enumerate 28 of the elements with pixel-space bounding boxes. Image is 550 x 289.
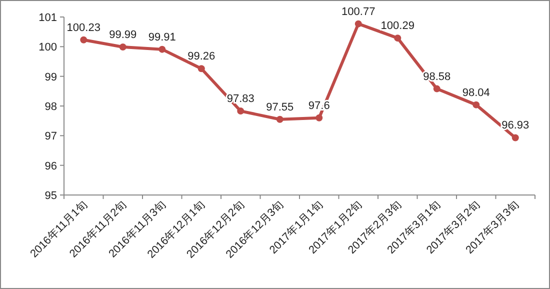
point <box>237 108 244 115</box>
point <box>80 36 88 44</box>
data-label: 99.99 <box>109 28 137 41</box>
y-tick-label: 98 <box>44 101 57 113</box>
point <box>433 85 440 92</box>
y-tick-label: 100 <box>38 42 57 54</box>
y-tick-label: 96 <box>44 160 57 172</box>
data-label: 100.29 <box>380 20 414 32</box>
point <box>512 134 519 142</box>
data-label: 100.77 <box>342 6 376 18</box>
point <box>394 34 402 42</box>
point <box>158 46 166 53</box>
point <box>198 65 205 72</box>
point <box>354 20 362 28</box>
point <box>276 116 284 123</box>
data-label: 97.55 <box>266 101 294 114</box>
data-label: 99.91 <box>148 31 176 44</box>
data-label: 96.93 <box>502 120 530 132</box>
point <box>316 114 323 122</box>
point <box>472 101 480 108</box>
y-tick-label: 101 <box>38 12 57 24</box>
data-label: 100.23 <box>66 22 100 34</box>
y-tick-label: 99 <box>44 71 57 84</box>
y-tick-label: 95 <box>44 190 57 202</box>
point <box>119 43 126 50</box>
data-label: 99.26 <box>188 50 216 63</box>
data-label: 98.04 <box>462 86 490 99</box>
y-tick-label: 97 <box>44 130 57 143</box>
